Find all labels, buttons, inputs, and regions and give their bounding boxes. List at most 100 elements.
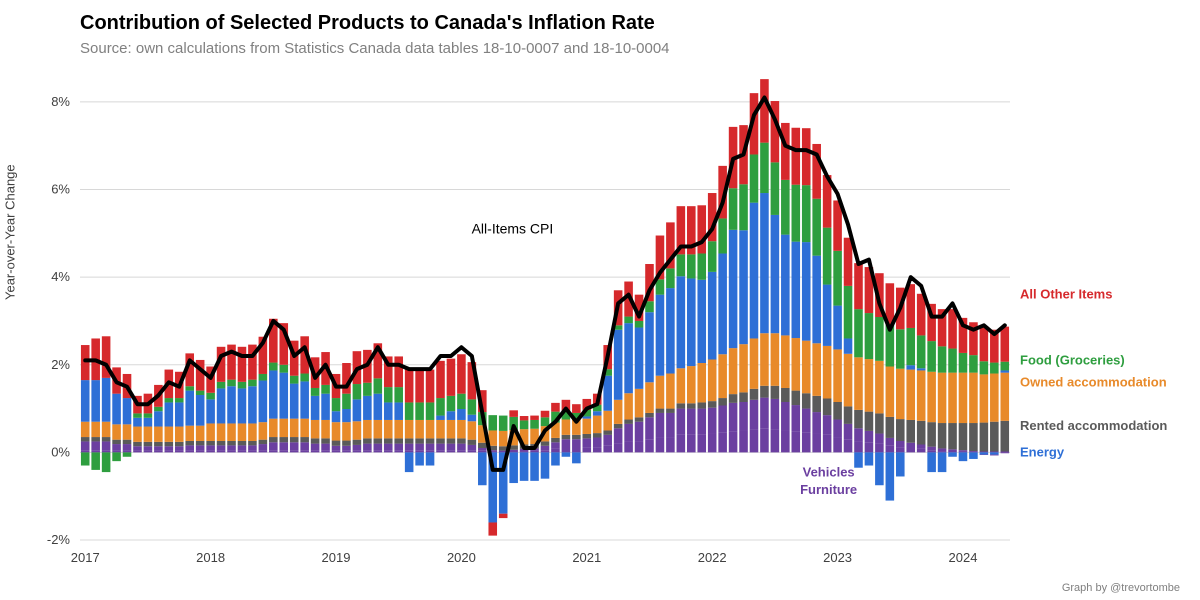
- bar-furniture: [353, 450, 362, 452]
- bar-furniture: [102, 450, 111, 452]
- bar-rented: [948, 423, 957, 449]
- bar-rented: [771, 386, 780, 399]
- bar-energy: [468, 415, 477, 422]
- bar-other: [81, 345, 90, 380]
- bar-owned: [614, 400, 623, 424]
- bar-vehicles: [259, 444, 268, 451]
- bar-vehicles: [300, 442, 309, 450]
- bar-food: [917, 335, 926, 368]
- bar-rented: [144, 442, 153, 446]
- bar-energy: [624, 323, 633, 393]
- bar-owned: [499, 431, 508, 446]
- bar-energy: [321, 394, 330, 420]
- bar-owned: [938, 373, 947, 423]
- bar-vehicles: [217, 445, 226, 450]
- bar-owned: [144, 427, 153, 442]
- bar-vehicles: [750, 400, 759, 430]
- y-tick-label: 6%: [51, 182, 70, 197]
- bar-energy: [739, 230, 748, 344]
- bar-energy: [206, 399, 215, 423]
- x-tick-label: 2019: [322, 550, 351, 565]
- bar-owned: [321, 420, 330, 438]
- bar-furniture: [300, 450, 309, 452]
- bar-rented: [718, 398, 727, 405]
- bar-vehicles: [154, 446, 163, 450]
- bar-owned: [865, 359, 874, 412]
- bar-energy: [112, 394, 121, 425]
- bar-rented: [1000, 421, 1009, 452]
- bar-other: [509, 410, 518, 417]
- bar-energy: [990, 452, 999, 454]
- bar-owned: [217, 423, 226, 441]
- bar-vehicles: [572, 439, 581, 448]
- bar-energy: [175, 402, 184, 426]
- bar-vehicles: [760, 398, 769, 429]
- bar-rented: [854, 410, 863, 428]
- bar-other: [760, 79, 769, 143]
- bar-vehicles: [405, 444, 414, 451]
- bar-furniture: [332, 450, 341, 452]
- bar-food: [938, 346, 947, 372]
- bar-energy: [332, 411, 341, 422]
- bar-owned: [802, 341, 811, 394]
- bar-owned: [781, 335, 790, 388]
- bar-vehicles: [645, 417, 654, 439]
- bar-vehicles: [718, 406, 727, 433]
- bar-energy: [729, 230, 738, 348]
- bar-furniture: [165, 451, 174, 453]
- bar-owned: [854, 357, 863, 410]
- bar-rented: [812, 396, 821, 412]
- bar-vehicles: [91, 441, 100, 450]
- bar-food: [812, 199, 821, 256]
- bar-rented: [980, 423, 989, 452]
- bar-vehicles: [823, 415, 832, 435]
- bar-vehicles: [980, 452, 989, 453]
- bar-vehicles: [342, 446, 351, 450]
- bar-energy: [906, 365, 915, 369]
- bar-rented: [457, 438, 466, 443]
- bar-rented: [290, 437, 299, 442]
- bar-food: [844, 286, 853, 339]
- bar-vehicles: [938, 448, 947, 451]
- bar-furniture: [123, 451, 132, 453]
- bar-energy: [750, 203, 759, 339]
- bar-furniture: [739, 430, 748, 452]
- x-tick-label: 2018: [196, 550, 225, 565]
- bar-other: [520, 416, 529, 420]
- bar-owned: [436, 420, 445, 438]
- bar-other: [541, 411, 550, 418]
- bar-energy: [238, 388, 247, 423]
- bar-vehicles: [624, 424, 633, 442]
- bar-energy: [144, 418, 153, 427]
- bar-energy: [635, 328, 644, 389]
- inline-label: Furniture: [800, 482, 857, 497]
- bar-furniture: [541, 450, 550, 452]
- bar-other: [499, 514, 508, 518]
- bar-energy: [457, 409, 466, 420]
- bar-furniture: [217, 451, 226, 453]
- bar-furniture: [321, 450, 330, 452]
- bar-food: [750, 154, 759, 202]
- bar-rented: [896, 419, 905, 441]
- bar-owned: [1000, 373, 1009, 421]
- bar-energy: [541, 452, 550, 478]
- bar-rented: [217, 441, 226, 445]
- bar-furniture: [374, 450, 383, 452]
- bar-owned: [353, 421, 362, 439]
- y-tick-label: 4%: [51, 269, 70, 284]
- bar-food: [906, 328, 915, 365]
- bar-energy: [133, 418, 142, 427]
- bar-vehicles: [175, 446, 184, 450]
- bar-energy: [374, 394, 383, 420]
- chart-credit: Graph by @trevortombe: [1062, 582, 1180, 594]
- bar-rented: [697, 402, 706, 408]
- bar-food: [530, 420, 539, 429]
- x-tick-label: 2021: [572, 550, 601, 565]
- bar-energy: [279, 373, 288, 419]
- bar-owned: [206, 423, 215, 441]
- bar-food: [1000, 362, 1009, 371]
- bar-vehicles: [447, 444, 456, 451]
- bar-rented: [165, 442, 174, 446]
- bar-furniture: [917, 449, 926, 453]
- bar-owned: [792, 338, 801, 391]
